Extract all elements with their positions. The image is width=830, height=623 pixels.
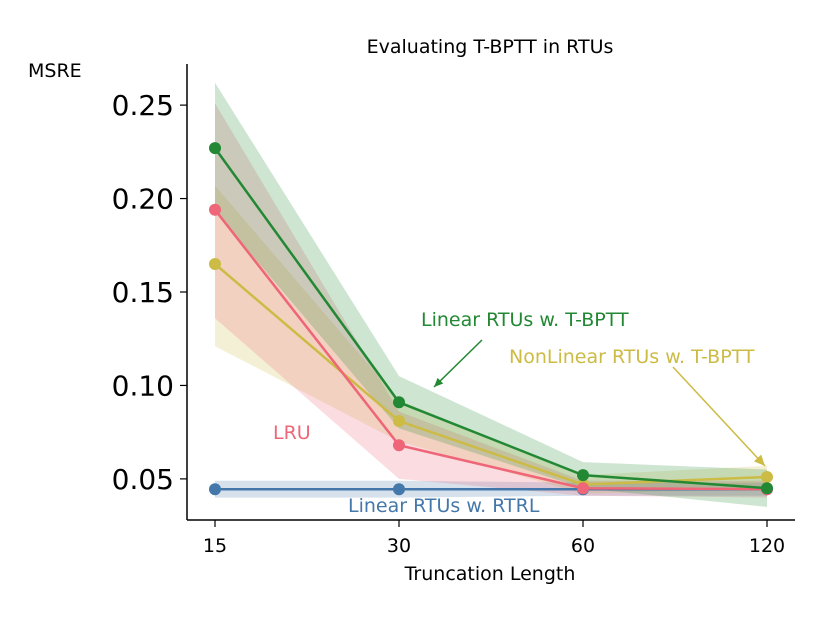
- y-tick-label: 0.25: [112, 89, 174, 122]
- band-nonlinear-rtus-w-t-bptt: [215, 185, 767, 494]
- point-linear-rtus-w-rtrl-15: [209, 483, 221, 496]
- line-linear-rtus-w-t-bptt: [213, 147, 768, 490]
- y-ticks: 0.05 0.10 0.15 0.20 0.25: [112, 89, 187, 496]
- annotations: Linear RTUs w. T-BPTT NonLinear RTUs w. …: [273, 309, 766, 517]
- y-tick-label: 0.15: [112, 276, 174, 309]
- y-axis-label: MSRE: [28, 60, 82, 82]
- annotation-linear-rtrl: Linear RTUs w. RTRL: [348, 495, 540, 517]
- point-linear-rtus-w-t-bptt-15: [209, 142, 221, 155]
- y-tick-label: 0.05: [112, 463, 174, 496]
- point-lru-15: [209, 203, 221, 216]
- annotation-linear-tbptt: Linear RTUs w. T-BPTT: [421, 309, 629, 331]
- x-axis-label: Truncation Length: [404, 563, 576, 585]
- arrow-linear-tbptt: [433, 339, 483, 388]
- point-linear-rtus-w-t-bptt-120: [761, 482, 773, 495]
- chart-title: Evaluating T-BPTT in RTUs: [367, 36, 614, 58]
- arrow-nonlinear-tbptt: [672, 366, 766, 467]
- point-nonlinear-rtus-w-t-bptt-30: [393, 415, 405, 427]
- x-ticks: 15 30 60 120: [203, 520, 785, 557]
- annotation-nonlinear-tbptt: NonLinear RTUs w. T-BPTT: [509, 346, 755, 368]
- point-linear-rtus-w-t-bptt-30: [393, 396, 405, 409]
- point-linear-rtus-w-t-bptt-60: [577, 469, 589, 482]
- x-tick-label: 120: [749, 535, 785, 557]
- point-lru-30: [393, 439, 405, 452]
- series-lines: [213, 147, 768, 491]
- x-tick-label: 15: [203, 535, 227, 557]
- line-lru: [214, 209, 768, 491]
- y-tick-label: 0.10: [112, 369, 174, 402]
- point-lru-60: [577, 482, 589, 495]
- x-tick-label: 60: [571, 535, 595, 557]
- annotation-lru: LRU: [273, 422, 311, 444]
- point-linear-rtus-w-rtrl-30: [393, 483, 405, 496]
- band-linear-rtus-w-t-bptt: [215, 82, 767, 507]
- x-tick-label: 30: [387, 535, 411, 557]
- y-tick-label: 0.20: [112, 183, 174, 216]
- band-lru: [215, 103, 767, 498]
- point-nonlinear-rtus-w-t-bptt-15: [209, 258, 221, 270]
- series-points: [209, 142, 773, 496]
- point-nonlinear-rtus-w-t-bptt-120: [761, 471, 773, 483]
